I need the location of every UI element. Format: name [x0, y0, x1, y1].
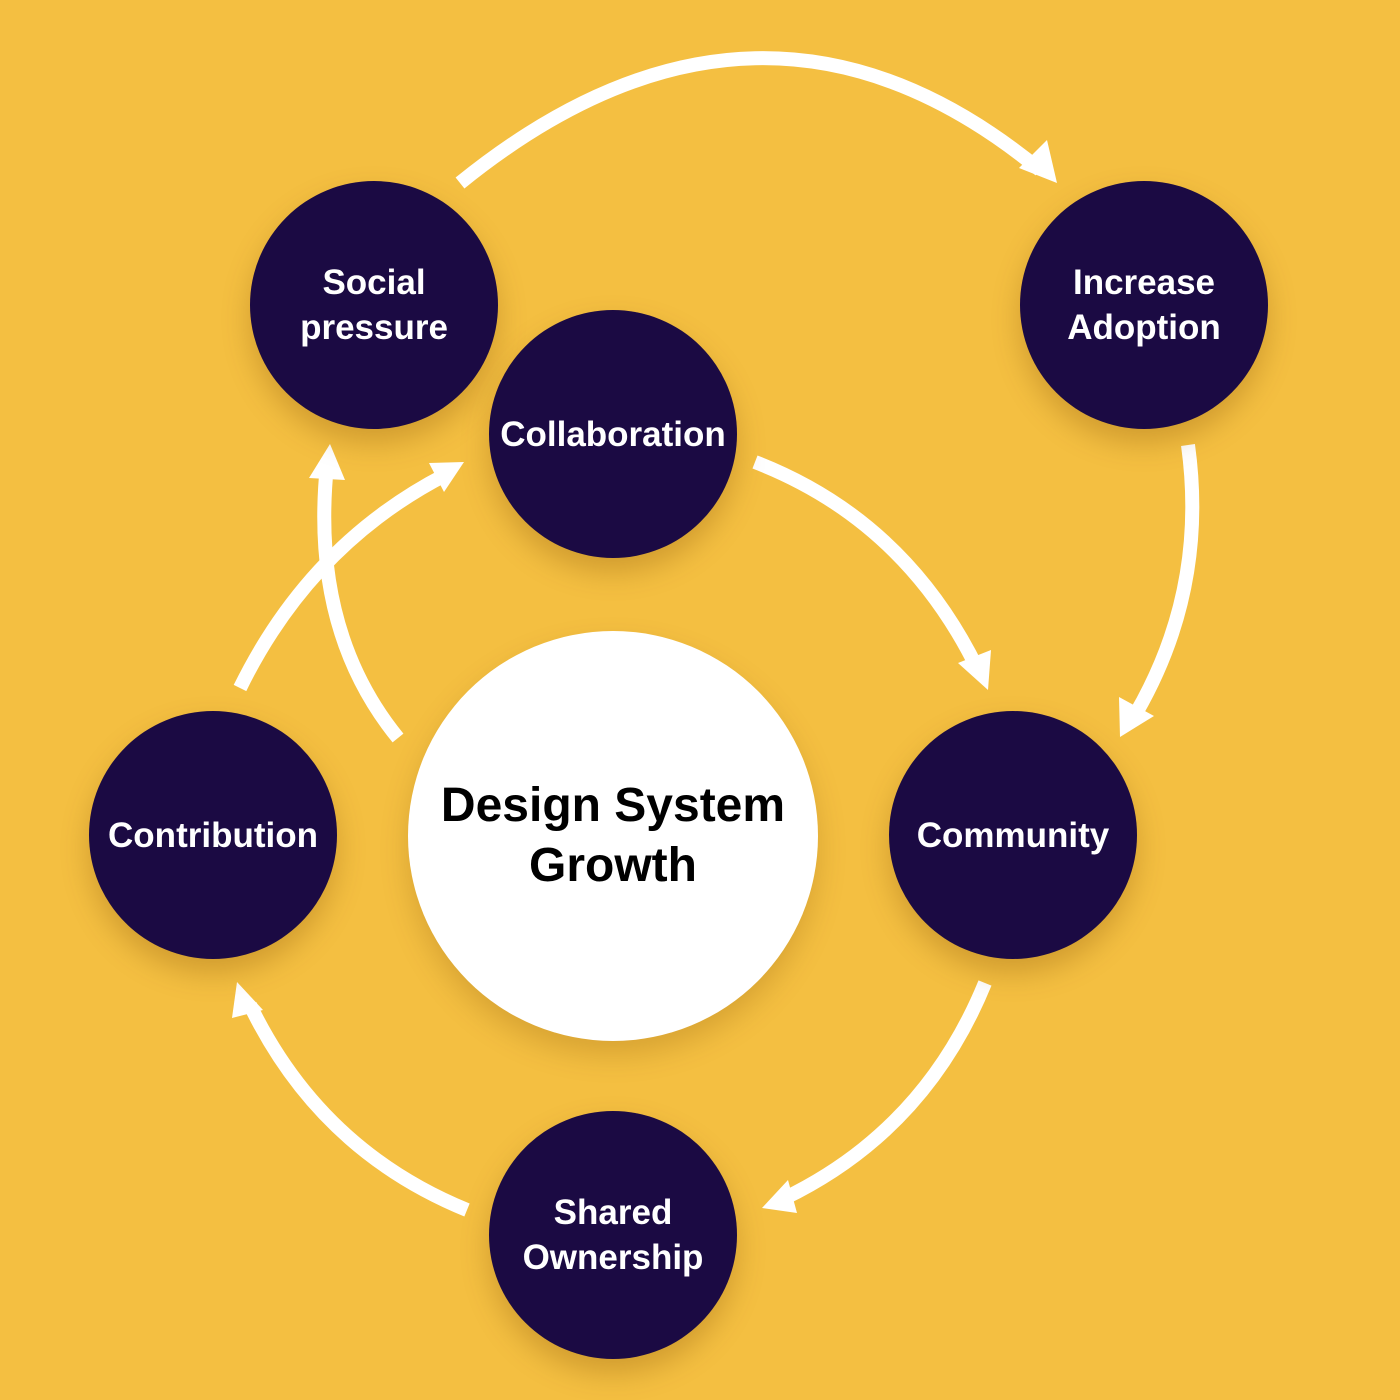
node-shared-ownership: Shared Ownership	[489, 1111, 737, 1359]
node-social-pressure-label: Social pressure	[300, 260, 448, 350]
node-community: Community	[889, 711, 1137, 959]
node-community-label: Community	[917, 813, 1110, 858]
node-collaboration: Collaboration	[489, 310, 737, 558]
arrow-contribution-to-collaboration	[233, 462, 464, 692]
node-label-line: Collaboration	[500, 414, 726, 454]
node-shared-ownership-label: Shared Ownership	[523, 1190, 704, 1280]
node-label-line: Social	[322, 263, 426, 302]
center-circle: Design System Growth	[408, 631, 818, 1041]
node-label-line: Adoption	[1067, 308, 1221, 347]
node-collaboration-label: Collaboration	[500, 412, 726, 457]
arrow-center-to-social	[309, 444, 404, 743]
arrow-adoption-to-community	[1119, 444, 1200, 737]
arrow-collaboration-to-community	[752, 455, 991, 690]
node-contribution: Contribution	[89, 711, 337, 959]
center-title-line: Growth	[529, 839, 697, 892]
node-label-line: Contribution	[108, 815, 318, 855]
node-contribution-label: Contribution	[108, 813, 318, 858]
node-increase-adoption: Increase Adoption	[1020, 181, 1268, 429]
center-title: Design System Growth	[441, 776, 785, 896]
center-title-line: Design System	[440, 779, 786, 832]
node-label-line: pressure	[300, 308, 448, 347]
arrow-shared-to-contribution	[232, 982, 470, 1217]
node-label-line: Ownership	[522, 1238, 704, 1277]
node-label-line: Shared	[553, 1193, 673, 1232]
node-social-pressure: Social pressure	[250, 181, 498, 429]
arrow-community-to-shared	[762, 980, 992, 1213]
node-label-line: Increase	[1072, 263, 1216, 302]
node-increase-adoption-label: Increase Adoption	[1067, 260, 1221, 350]
arrow-social-to-adoption	[455, 51, 1057, 189]
node-label-line: Community	[916, 815, 1110, 855]
